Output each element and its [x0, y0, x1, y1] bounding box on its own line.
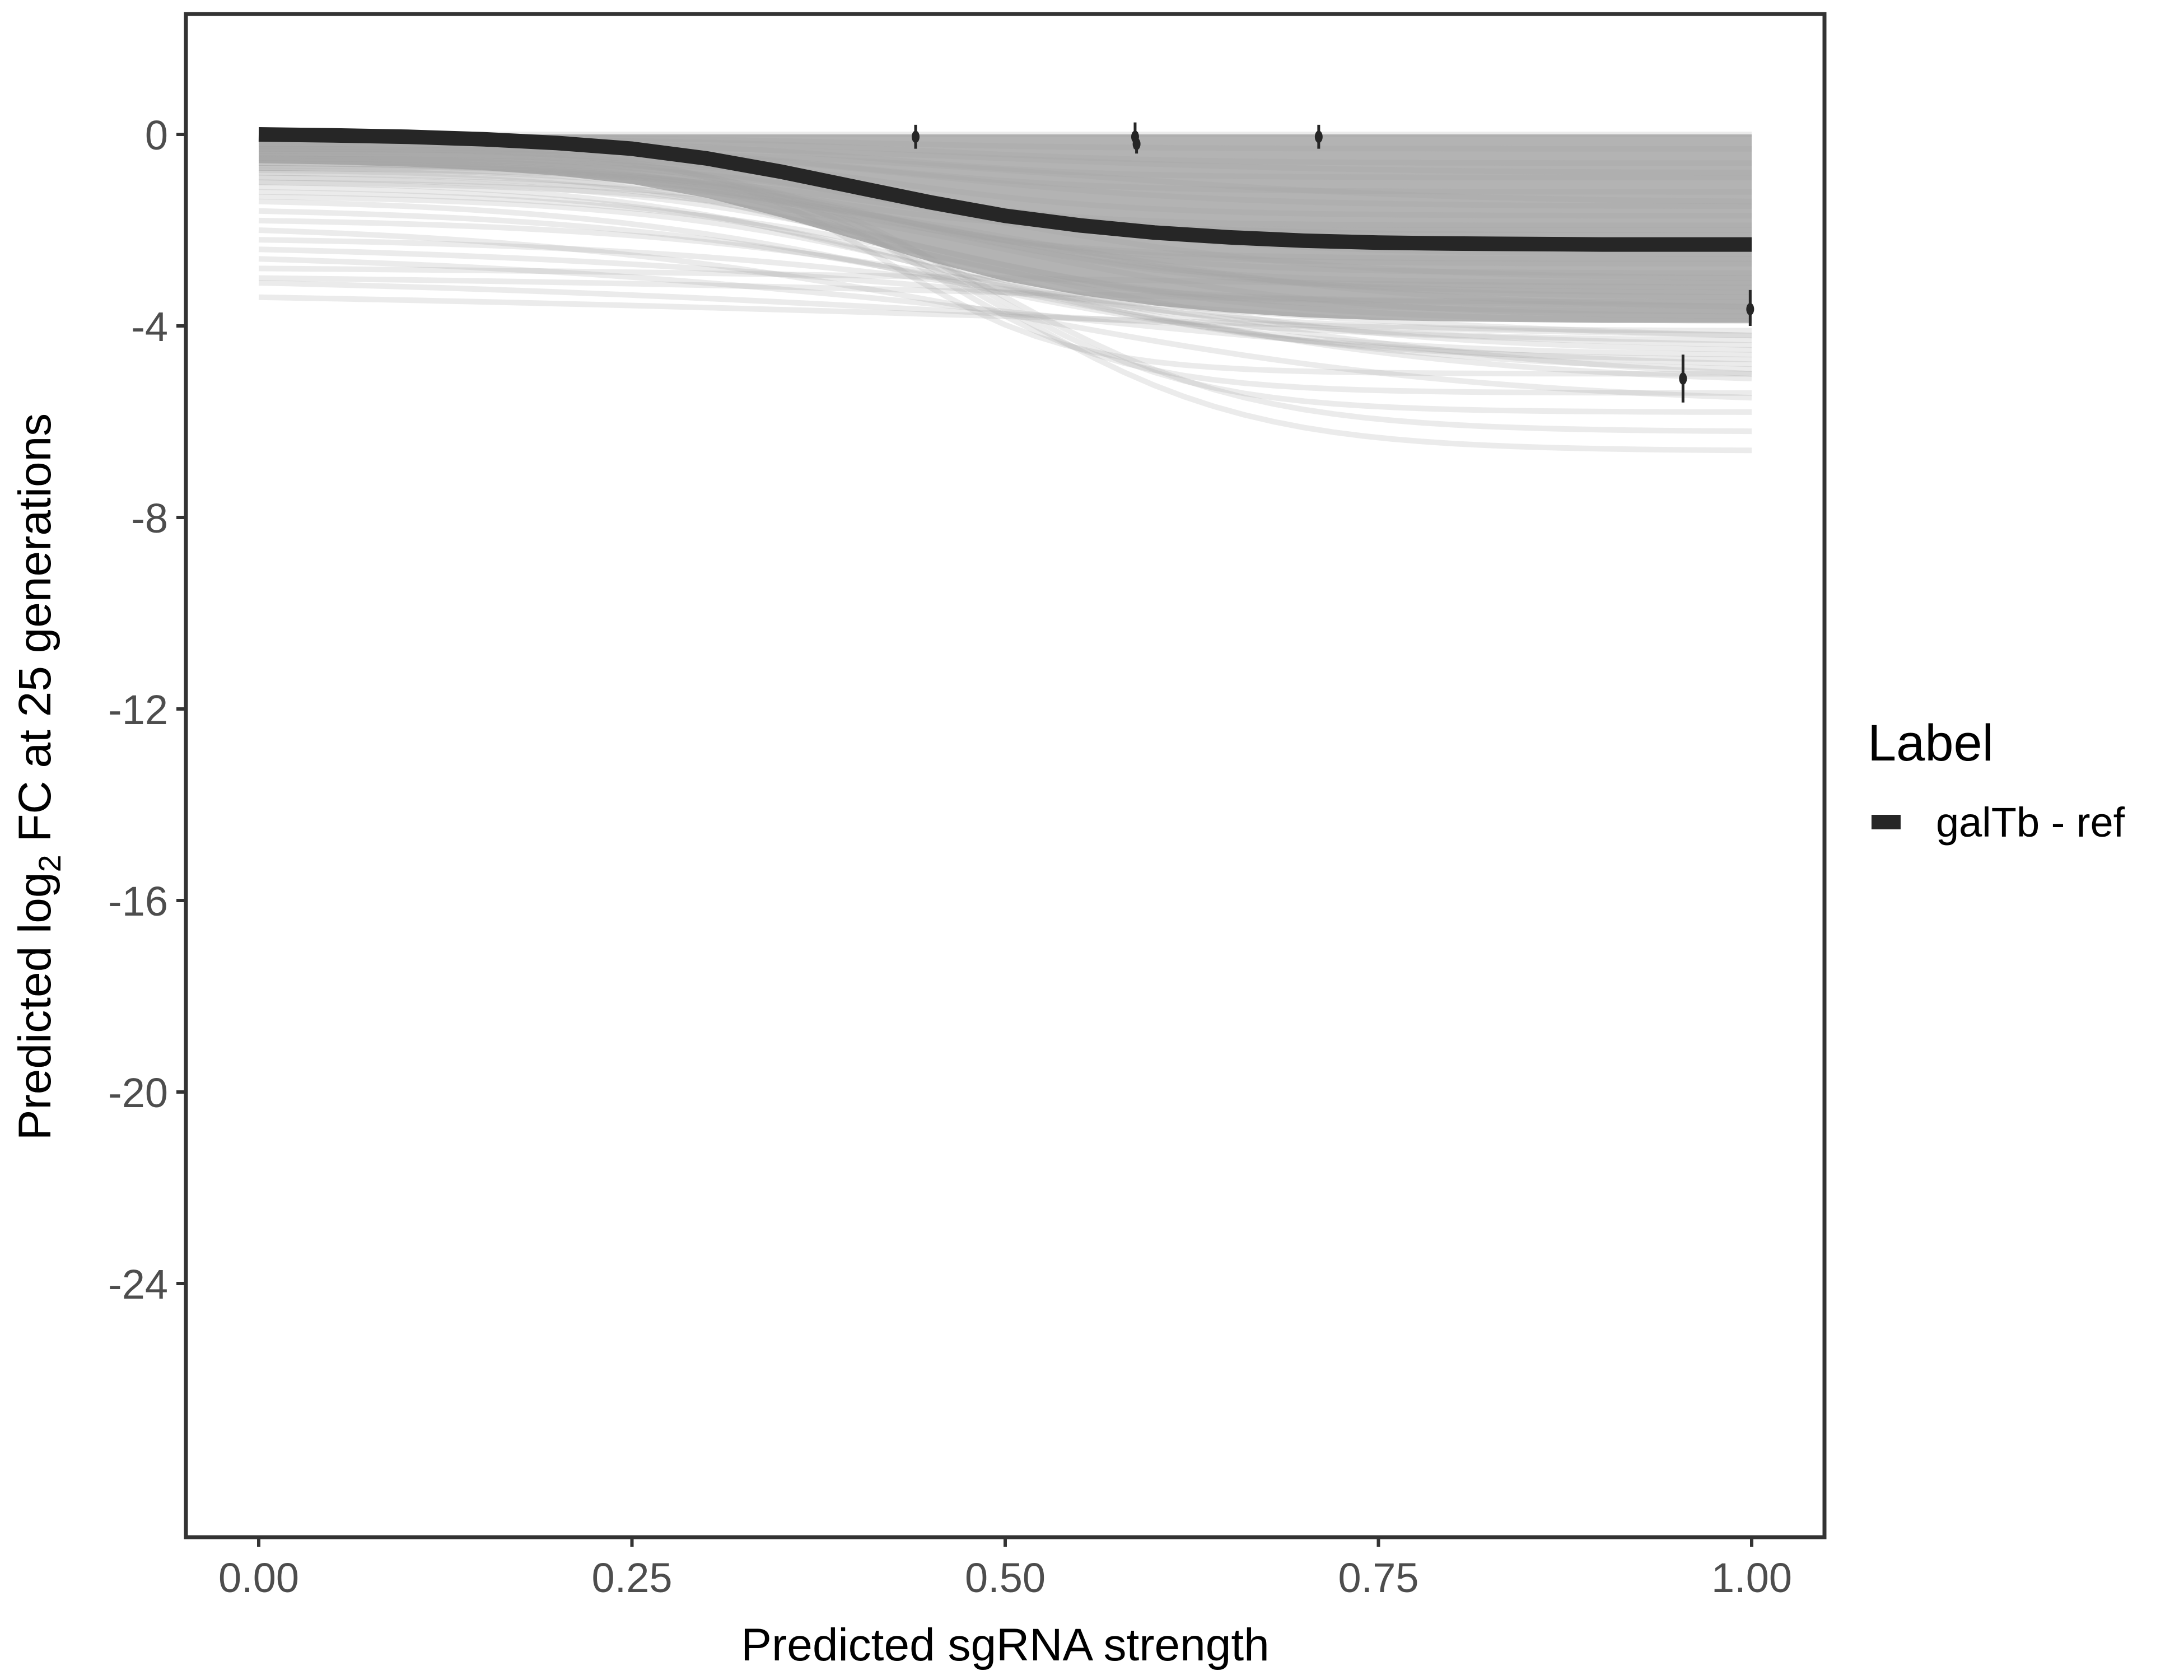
data-point [1314, 130, 1323, 143]
x-tick-label: 0.75 [1338, 1555, 1418, 1601]
legend-label-galtb-ref: galTb - ref [1936, 799, 2125, 846]
x-tick-label: 1.00 [1711, 1555, 1792, 1601]
posterior-draw-line [258, 170, 1752, 300]
y-tick-label: -24 [108, 1261, 168, 1308]
posterior-draw-line [258, 208, 1752, 372]
posterior-draw-line [258, 280, 1752, 348]
posterior-draw-line [258, 155, 1752, 415]
posterior-draw-line [258, 162, 1752, 286]
y-axis: 0 -4 -8 -12 -16 -20 -24 [108, 112, 186, 1308]
posterior-draw-line [258, 179, 1752, 319]
y-tick-label: -8 [131, 495, 168, 542]
posterior-draw-line [258, 189, 1752, 353]
posterior-draw-line [258, 179, 1752, 334]
posterior-draw-line [258, 160, 1752, 435]
posterior-draw-line [258, 265, 1752, 291]
posterior-draw-line [258, 160, 1752, 276]
legend-key-galtb-ref [1872, 815, 1901, 829]
x-tick-label: 0.25 [591, 1555, 672, 1601]
posterior-draw-line [258, 151, 1752, 396]
x-axis-title: Predicted sgRNA strength [741, 1620, 1269, 1670]
posterior-draw-line [258, 237, 1752, 377]
y-axis-title: Predicted log2 FC at 25 generations [10, 413, 67, 1140]
x-tick-label: 0.00 [218, 1555, 299, 1601]
y-tick-label: -20 [108, 1070, 168, 1116]
posterior-draw-line [258, 165, 1752, 296]
y-axis-title-subscript: 2 [32, 855, 67, 872]
y-axis-title-suffix: FC at 25 generations [10, 413, 60, 855]
posterior-draw-line [258, 146, 1752, 204]
data-point [912, 130, 920, 143]
posterior-draw-line [258, 146, 1752, 377]
posterior-draw-line [258, 217, 1752, 381]
posterior-draw-line [258, 184, 1752, 343]
legend-title: Label [1868, 715, 1994, 772]
posterior-draw-line [258, 165, 1752, 454]
posterior-draw-line [258, 294, 1752, 339]
posterior-draw-line [258, 174, 1752, 310]
posterior-draw-line [258, 227, 1752, 401]
posterior-draw-line [258, 198, 1752, 358]
posterior-draw-line [258, 143, 1752, 209]
posterior-draw-line [258, 246, 1752, 339]
data-point [1679, 372, 1687, 385]
posterior-draw-line [258, 146, 1752, 219]
posterior-draw-line [258, 167, 1752, 305]
median-curve [258, 127, 1752, 252]
data-point [1746, 303, 1754, 316]
x-tick-label: 0.50 [965, 1555, 1046, 1601]
y-tick-label: -16 [108, 878, 168, 925]
posterior-draws [258, 132, 1752, 454]
data-points [912, 122, 1754, 403]
y-axis-title-prefix: Predicted log [10, 872, 60, 1141]
posterior-draw-line [258, 170, 1752, 315]
posterior-draw-line [258, 256, 1752, 367]
posterior-draw-line [258, 275, 1752, 310]
legend: Label galTb - ref [1868, 715, 2125, 846]
posterior-draw-line [258, 174, 1752, 324]
y-tick-label: 0 [145, 112, 168, 158]
posterior-band [259, 134, 1752, 323]
y-tick-label: -12 [108, 687, 168, 733]
data-point [1132, 138, 1141, 151]
posterior-draw-line [258, 194, 1752, 362]
posterior-draw-line [258, 160, 1752, 262]
posterior-draw-line [258, 158, 1752, 267]
x-axis: 0.00 0.25 0.50 0.75 1.00 [218, 1537, 1792, 1601]
y-tick-label: -4 [131, 304, 168, 350]
